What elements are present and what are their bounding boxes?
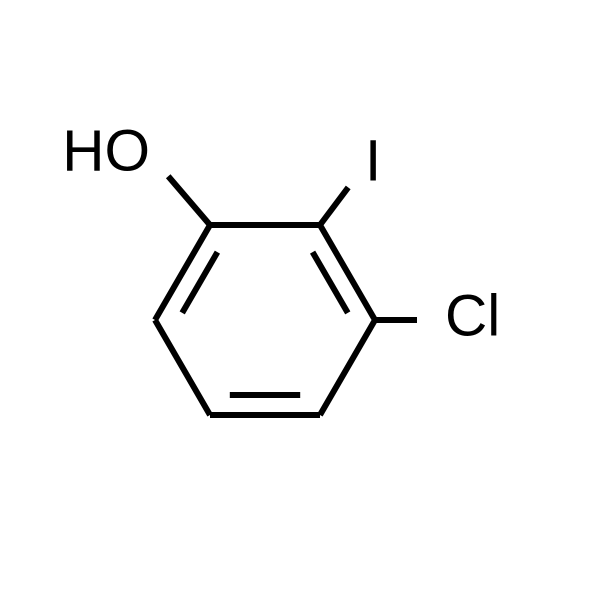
atom-label-oh: HO — [62, 118, 150, 183]
bond — [320, 187, 348, 225]
bond — [320, 320, 375, 415]
atom-label-i: I — [365, 128, 381, 193]
bond — [168, 176, 210, 225]
chemical-structure: HO I Cl — [0, 0, 600, 600]
atom-label-cl: Cl — [445, 283, 500, 348]
bond — [155, 320, 210, 415]
bond — [320, 225, 375, 320]
bond — [155, 225, 210, 320]
